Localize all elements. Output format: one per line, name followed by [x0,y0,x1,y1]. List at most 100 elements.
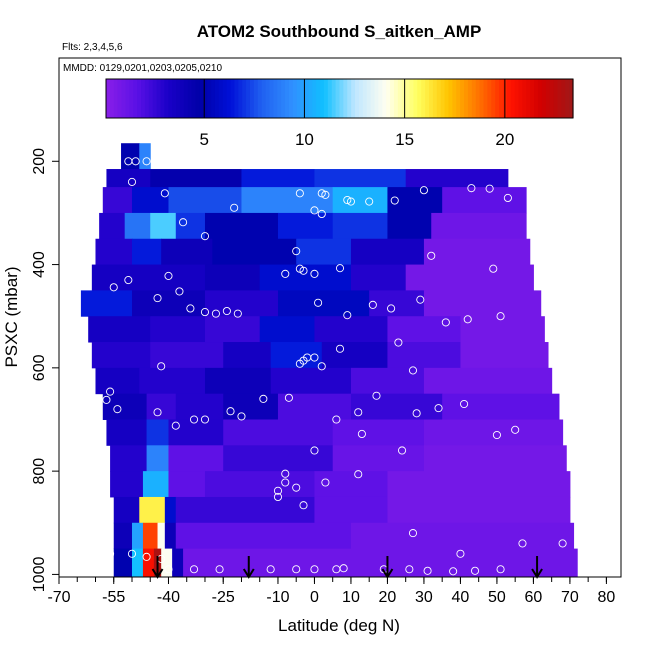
colorbar-cell [281,79,286,118]
colorbar-cell [432,79,438,118]
colorbar-cell [331,79,337,118]
colorbar-cell [351,79,356,118]
observation-point [317,362,326,371]
heatmap-cell [139,143,151,170]
observation-point [281,478,290,487]
colorbar-cell [409,79,415,118]
heatmap-cell [241,169,315,188]
y-tick-label: 200 [31,148,48,175]
observation-point [503,193,512,202]
observation-point [233,309,242,318]
observation-point [397,446,407,455]
observation-point [157,362,166,371]
heatmap-cell [168,419,224,446]
colorbar-cell [320,79,325,118]
colorbar-cell [141,79,146,118]
observation-point [434,404,443,413]
colorbar-cell [343,79,348,118]
colorbar-cell [522,79,527,118]
observation-point [310,353,319,362]
colorbar-cell [460,79,465,118]
heatmap-cell [150,169,242,188]
observation-point [310,446,319,455]
heatmap-cell [223,342,272,369]
heatmap-cell [88,316,151,343]
observation-point [456,549,465,558]
heatmap-cell [350,393,443,420]
colorbar-cell [561,79,566,118]
heatmap-cell [369,290,425,317]
colorbar-cell [382,79,387,118]
colorbar-cell [199,79,204,118]
observation-point [489,264,498,273]
colorbar-cell [452,79,457,118]
colorbar-cell [401,79,407,118]
heatmap-cell [223,445,334,472]
heatmap-cell [131,548,144,578]
colorbar-cell [386,79,391,118]
observation-point [211,309,220,318]
heatmap-cell [204,367,272,395]
colorbar-tick-label: 10 [295,130,314,149]
heatmap-cell [95,238,133,266]
colorbar-cell [109,79,115,118]
colorbar-cell [312,79,317,118]
colorbar-cell [487,79,492,118]
heatmap-cell [121,143,140,170]
heatmap-cell [204,290,279,317]
colorbar-cell [335,79,341,118]
heatmap-cell [91,264,206,291]
observation-point [91,189,100,198]
colorbar-cell [514,79,520,118]
observation-point [226,407,235,416]
x-tick-label: 30 [415,589,433,606]
observation-point [357,429,366,439]
colorbar-cell [440,79,446,118]
heatmap-cell [168,445,224,472]
observation-point [423,566,432,575]
observation-point [368,300,377,309]
colorbar-cell [316,79,321,118]
colorbar-tick-label: 5 [199,130,208,149]
colorbar-cell [187,79,193,118]
heatmap-cell [164,496,177,524]
colorbar-cell [203,79,208,118]
heatmap-cell [113,548,133,578]
observation-point [295,359,304,368]
colorbar-cell [358,79,364,118]
x-tick-label: 50 [488,589,506,606]
colorbar-cell [464,79,469,118]
colorbar-cell [242,79,247,118]
y-axis: 200 400 600 800 1000 [31,148,59,592]
x-tick-label: 10 [342,589,360,606]
observation-point [390,196,399,205]
observation-point [310,269,319,278]
x-tick-label: 20 [379,589,397,606]
observation-point [408,529,418,538]
heatmap-cell [150,316,206,343]
observation-point [186,304,195,313]
colorbar-cell [323,79,329,118]
colorbar-cell [569,79,574,118]
observation-point [153,408,162,417]
observation-point [106,549,115,558]
observation-point [200,415,210,424]
x-tick-label: -40 [157,589,180,606]
colorbar-tick-label: 15 [395,130,414,149]
heatmap-cell [204,212,279,240]
colorbar-cell [160,79,165,118]
observation-point [295,189,304,198]
heatmap-cell [350,264,407,291]
observation-point [427,251,436,260]
heatmap-cell [175,522,352,550]
observation-point [335,344,345,353]
observation-point [372,391,381,400]
observation-point [310,206,319,215]
heatmap-cell [405,264,534,291]
colorbar-cell [117,79,123,118]
observation-point [343,195,352,205]
colorbar-cell [172,79,177,118]
heatmap-cell [332,212,388,240]
heatmap-cell [314,496,388,524]
heatmap-cell [387,212,432,240]
